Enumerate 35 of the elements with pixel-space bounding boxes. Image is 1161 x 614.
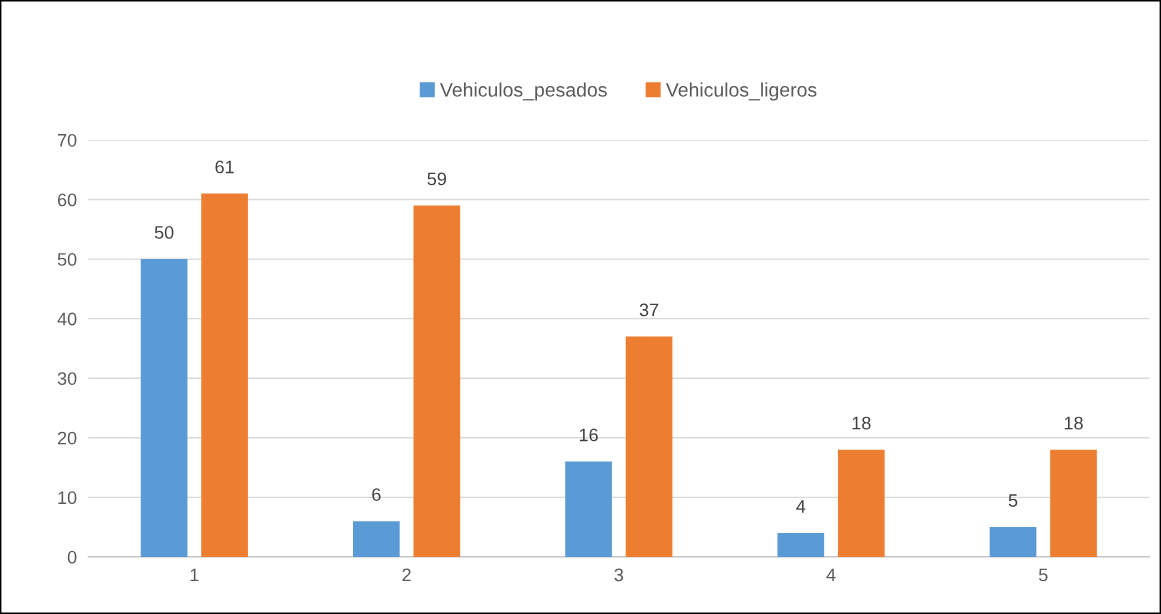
bar: [352, 521, 400, 557]
data-label: 5: [1008, 494, 1018, 507]
legend-label: Vehiculos_pesados: [440, 82, 607, 101]
data-label: 6: [372, 488, 381, 501]
bar: [1050, 449, 1097, 557]
y-tick-label: 70: [57, 133, 77, 147]
data-label: 16: [579, 428, 598, 442]
x-tick-label: 5: [1038, 568, 1048, 582]
x-tick-label: 4: [826, 568, 836, 582]
bar: [625, 336, 673, 557]
bar: [201, 193, 248, 557]
bar: [837, 449, 885, 557]
bar: [140, 259, 188, 557]
y-tick-label: 60: [57, 193, 77, 207]
y-tick-label: 30: [57, 372, 77, 385]
data-label: 50: [154, 226, 174, 239]
y-tick-label: 40: [57, 312, 77, 326]
x-tick-label: 1: [190, 568, 199, 582]
x-tick-label: 2: [402, 568, 411, 582]
bar: [565, 461, 612, 557]
y-tick-label: 20: [57, 431, 77, 445]
x-tick-label: 3: [614, 568, 624, 582]
data-label: 59: [427, 172, 447, 186]
data-label: 18: [852, 416, 871, 430]
bar: [989, 527, 1037, 557]
data-label: 61: [215, 160, 234, 174]
data-label: 4: [796, 500, 806, 513]
data-label: 18: [1064, 416, 1083, 430]
y-tick-label: 0: [67, 550, 77, 564]
legend-label: Vehiculos_ligeros: [665, 82, 817, 101]
data-label: 37: [639, 303, 659, 317]
y-tick-label: 50: [57, 253, 77, 266]
bar: [413, 205, 461, 557]
y-tick-label: 10: [58, 491, 77, 505]
bar: [777, 533, 825, 557]
